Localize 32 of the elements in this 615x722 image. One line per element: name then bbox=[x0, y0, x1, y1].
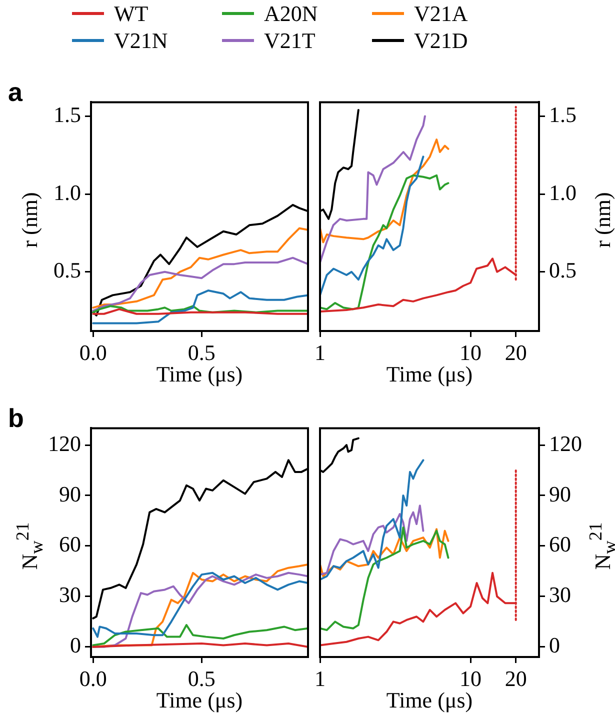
y-tick-label: 0.5 bbox=[54, 258, 81, 283]
x-tick-label: 20 bbox=[504, 340, 527, 365]
x-tick-label: 0.0 bbox=[79, 340, 107, 365]
y-tick-label: 90 bbox=[59, 481, 81, 506]
y2-axis-title: r (nm) bbox=[590, 192, 615, 248]
y-tick-label: 60 bbox=[59, 532, 81, 557]
y2-tick-label: 90 bbox=[549, 481, 571, 506]
y-axis-title: r (nm) bbox=[17, 192, 43, 248]
x-tick-label: 0.0 bbox=[79, 666, 107, 691]
x-tick-label: 20 bbox=[504, 666, 527, 691]
legend-label: V21N bbox=[114, 28, 168, 54]
legend-label: WT bbox=[114, 0, 148, 26]
y-tick-label: 120 bbox=[48, 430, 81, 456]
y2-tick-label: 30 bbox=[549, 582, 571, 608]
chart-title: a bbox=[8, 77, 22, 108]
legend-label: V21T bbox=[264, 28, 316, 54]
y-tick-label: 1.0 bbox=[54, 180, 81, 205]
chart-title: b bbox=[8, 403, 24, 434]
legend-label: V21D bbox=[414, 28, 468, 54]
y2-tick-label: 1.0 bbox=[549, 180, 576, 205]
y-tick-label: 30 bbox=[59, 582, 81, 608]
x-tick-label: 1 bbox=[314, 666, 326, 691]
y2-tick-label: 120 bbox=[549, 430, 582, 456]
x-tick-label: 1 bbox=[314, 340, 326, 365]
y-tick-label: 0 bbox=[70, 632, 81, 658]
legend-label: A20N bbox=[264, 0, 318, 26]
y2-tick-label: 1.5 bbox=[549, 102, 576, 127]
y-tick-label: 1.5 bbox=[54, 102, 81, 127]
y2-tick-label: 0.5 bbox=[549, 258, 576, 283]
legend-label: V21A bbox=[414, 0, 468, 26]
y2-tick-label: 0 bbox=[549, 632, 560, 658]
y2-tick-label: 60 bbox=[549, 532, 571, 557]
